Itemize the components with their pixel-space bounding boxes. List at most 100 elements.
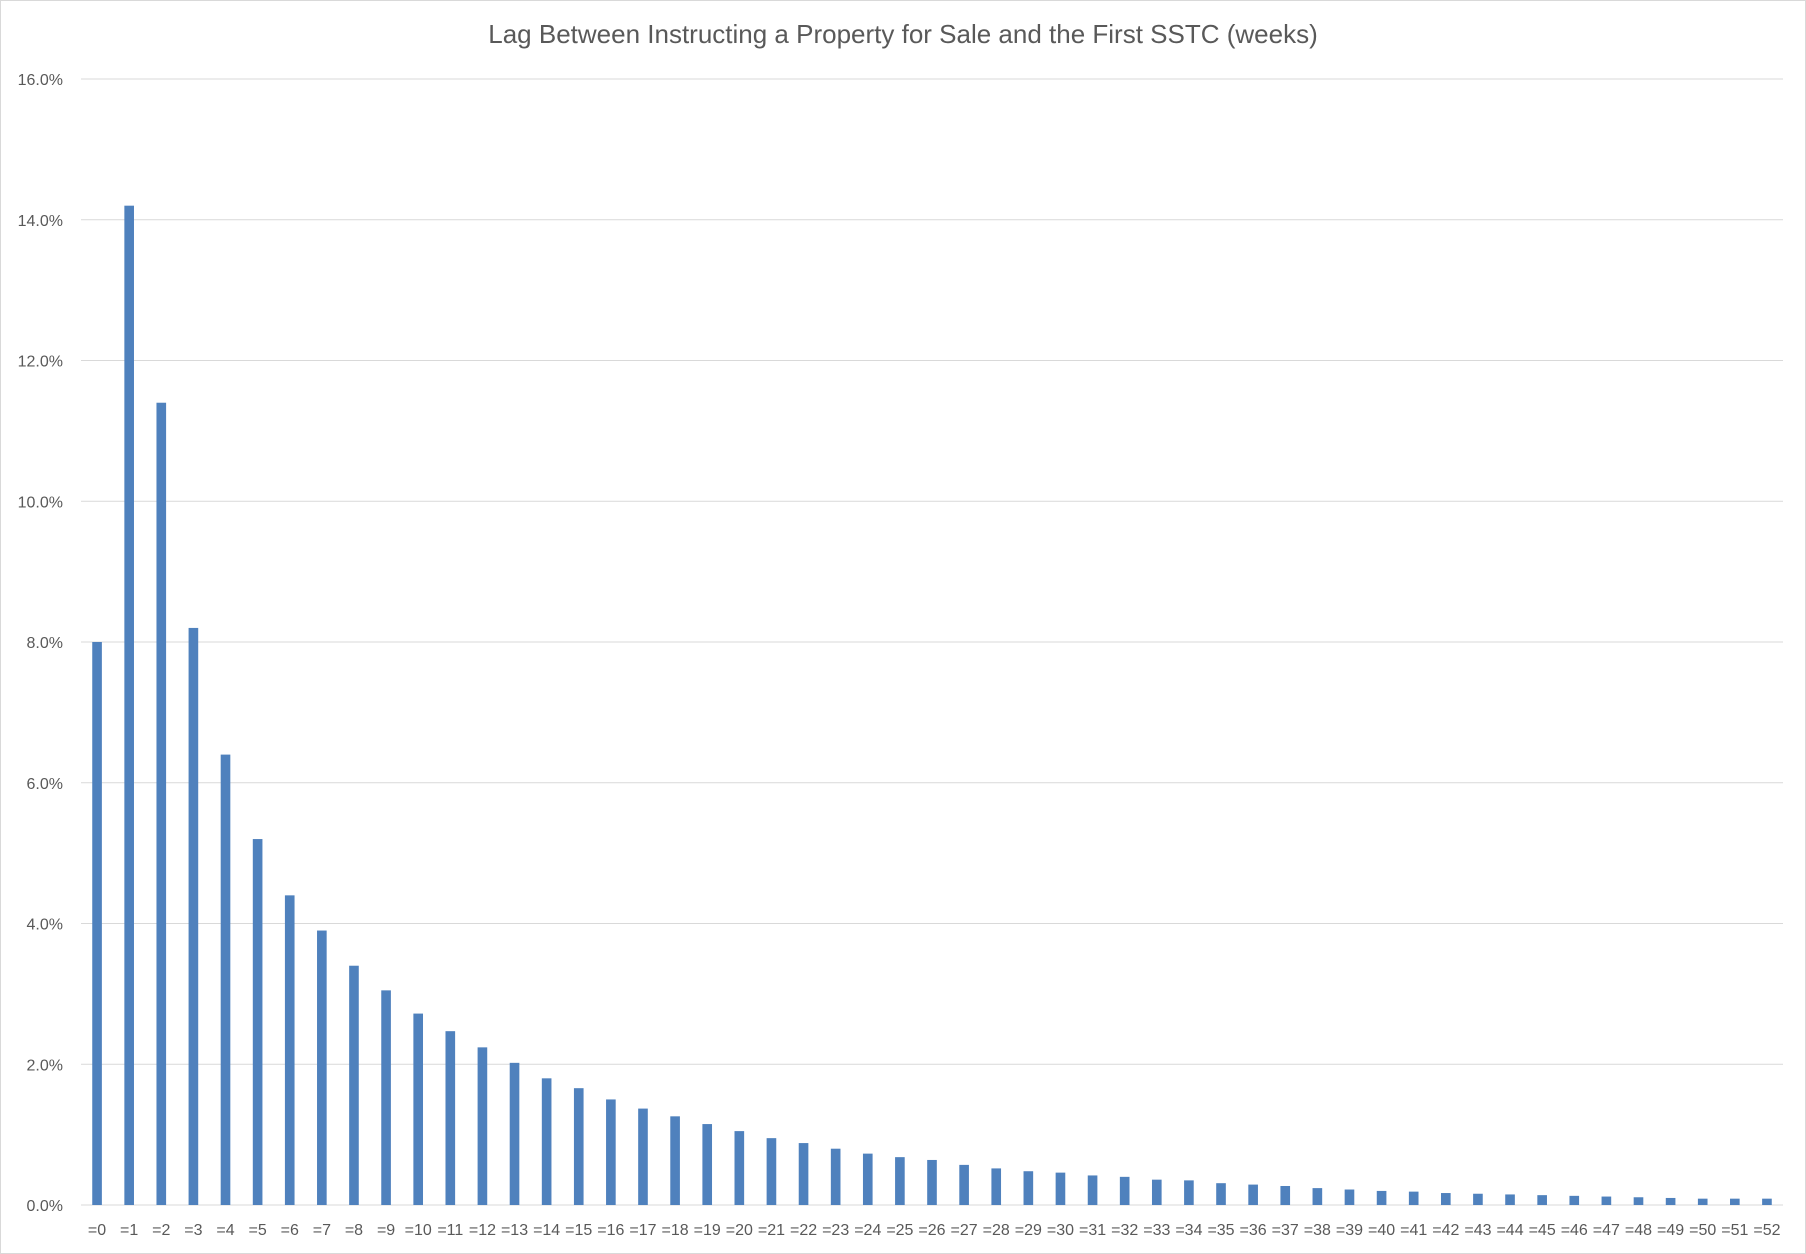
bar [1537, 1195, 1547, 1205]
bar [381, 990, 391, 1205]
bar [606, 1099, 616, 1205]
x-tick-label: =45 [1529, 1222, 1556, 1239]
x-tick-label: =48 [1625, 1222, 1652, 1239]
bar [1505, 1194, 1515, 1205]
x-tick-label: =26 [918, 1222, 945, 1239]
x-tick-label: =33 [1143, 1222, 1170, 1239]
bar [1697, 1198, 1708, 1205]
bar [734, 1131, 745, 1205]
y-tick-label: 16.0% [18, 72, 63, 89]
bar [1440, 1193, 1451, 1205]
bar [284, 895, 295, 1205]
x-tick-label: =51 [1721, 1222, 1748, 1239]
y-tick-label: 8.0% [27, 635, 63, 652]
x-tick-label: =49 [1657, 1222, 1684, 1239]
x-tick-label: =19 [694, 1222, 721, 1239]
y-axis-tick-labels: 0.0% 2.0% 4.0% 6.0% 8.0% 10.0% 12.0% 14.0% 16.0% [18, 72, 63, 1215]
bar [92, 642, 102, 1205]
x-tick-label: =34 [1175, 1222, 1202, 1239]
bar [895, 1157, 905, 1205]
x-tick-label: =29 [1015, 1222, 1042, 1239]
bar [1376, 1190, 1387, 1205]
x-tick-label: =24 [854, 1222, 881, 1239]
y-tick-label: 12.0% [18, 354, 63, 371]
y-tick-label: 6.0% [27, 776, 63, 793]
bar [317, 930, 327, 1205]
x-tick-label: =5 [248, 1222, 266, 1239]
x-tick-label: =35 [1207, 1222, 1234, 1239]
x-tick-label: =2 [152, 1222, 170, 1239]
y-tick-label: 4.0% [27, 917, 63, 934]
bar [1408, 1191, 1419, 1205]
bar [1184, 1180, 1194, 1205]
x-tick-label: =17 [629, 1222, 656, 1239]
bar [927, 1159, 937, 1205]
x-tick-label: =15 [565, 1222, 592, 1239]
bar [1119, 1176, 1130, 1205]
x-tick-label: =43 [1464, 1222, 1491, 1239]
x-tick-label: =11 [437, 1222, 463, 1239]
x-tick-label: =12 [469, 1222, 496, 1239]
bar [1344, 1189, 1355, 1205]
y-tick-label: 10.0% [18, 494, 63, 511]
x-tick-label: =44 [1496, 1222, 1523, 1239]
x-tick-label: =14 [533, 1222, 560, 1239]
bar [1730, 1198, 1740, 1205]
x-tick-label: =52 [1753, 1222, 1780, 1239]
bar [702, 1124, 713, 1205]
bar [1473, 1193, 1483, 1205]
bar [349, 965, 359, 1205]
x-tick-label: =50 [1689, 1222, 1716, 1239]
x-tick-label: =1 [120, 1222, 138, 1239]
x-tick-label: =40 [1368, 1222, 1395, 1239]
x-tick-label: =9 [377, 1222, 395, 1239]
y-tick-label: 2.0% [27, 1057, 63, 1074]
bar [1023, 1171, 1034, 1205]
x-tick-label: =47 [1593, 1222, 1620, 1239]
bar [573, 1088, 584, 1205]
x-tick-label: =28 [983, 1222, 1010, 1239]
x-tick-label: =32 [1111, 1222, 1138, 1239]
gridlines [81, 78, 1783, 1206]
x-tick-label: =37 [1272, 1222, 1299, 1239]
bar [445, 1031, 456, 1205]
x-tick-label: =42 [1432, 1222, 1459, 1239]
x-tick-label: =0 [88, 1222, 106, 1239]
x-tick-label: =31 [1079, 1222, 1106, 1239]
x-tick-label: =8 [345, 1222, 363, 1239]
x-tick-label: =30 [1047, 1222, 1074, 1239]
bar [1248, 1184, 1258, 1205]
bar [124, 205, 134, 1206]
x-tick-label: =23 [822, 1222, 849, 1239]
x-tick-label: =25 [886, 1222, 913, 1239]
x-tick-label: =3 [184, 1222, 202, 1239]
chart-title: Lag Between Instructing a Property for S… [488, 19, 1318, 49]
bar [1633, 1197, 1644, 1205]
x-tick-label: =16 [597, 1222, 624, 1239]
x-tick-label: =21 [758, 1222, 785, 1239]
bar [252, 839, 263, 1205]
bar [766, 1138, 777, 1205]
bar [509, 1062, 520, 1205]
bar [1216, 1183, 1226, 1205]
x-tick-label: =46 [1561, 1222, 1588, 1239]
bar [1601, 1196, 1612, 1205]
bar [638, 1108, 648, 1205]
bar [862, 1153, 873, 1205]
bar [477, 1047, 488, 1205]
bar [959, 1164, 969, 1205]
x-tick-label: =36 [1240, 1222, 1267, 1239]
x-tick-label: =18 [662, 1222, 689, 1239]
x-tick-label: =13 [501, 1222, 528, 1239]
x-tick-label: =7 [313, 1222, 331, 1239]
bar [1312, 1188, 1323, 1205]
x-tick-label: =22 [790, 1222, 817, 1239]
bar [1055, 1172, 1066, 1205]
bar [413, 1013, 424, 1205]
bar [1151, 1179, 1162, 1205]
bar [1569, 1195, 1580, 1205]
x-axis-tick-labels: =0 =1 =2 =3 =4 =5 =6 =7 =8 =9 =10 =11 =12 =13 =14 =15 =1… [88, 1222, 1781, 1239]
bar [156, 402, 167, 1206]
